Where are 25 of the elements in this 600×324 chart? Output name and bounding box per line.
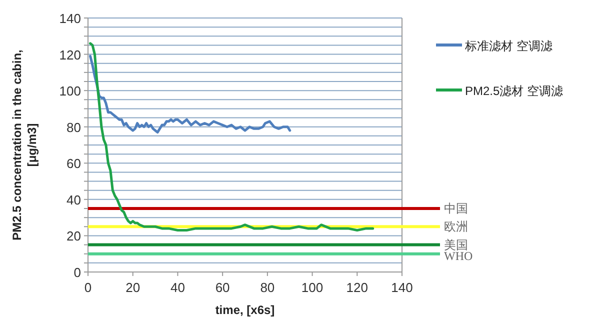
legend-label: PM2.5滤材 空调滤 (465, 84, 564, 98)
x-tick-label: 60 (215, 280, 230, 295)
x-tick-label: 20 (126, 280, 140, 295)
y-tick-label: 60 (66, 156, 81, 172)
x-tick-label: 100 (301, 280, 324, 295)
y-tick-label: 0 (74, 265, 81, 280)
y-tick-label: 100 (59, 84, 81, 99)
y-tick-label: 80 (66, 120, 81, 135)
ref-line-label: 中国 (444, 202, 468, 216)
ref-line-label: 美国 (444, 238, 468, 252)
y-tick-label: 40 (66, 192, 81, 208)
y-tick-label: 140 (59, 11, 81, 26)
legend-label: 标准滤材 空调滤 (464, 39, 552, 53)
y-tick-label: 20 (66, 228, 81, 244)
y-tick-label: 120 (59, 47, 81, 62)
y-axis-title: PM2.5 concentration in the cabin, [μg/m3] (10, 50, 39, 240)
ref-line-label: 欧洲 (444, 220, 468, 234)
x-tick-label: 80 (260, 280, 275, 295)
x-tick-label: 120 (346, 280, 368, 295)
x-tick-label: 140 (391, 280, 413, 295)
line-series (88, 54, 292, 134)
x-tick-label: 0 (84, 280, 92, 295)
line-series (88, 42, 374, 232)
x-tick-label: 40 (170, 280, 185, 295)
x-axis-title: time, [x6s] (215, 303, 275, 317)
